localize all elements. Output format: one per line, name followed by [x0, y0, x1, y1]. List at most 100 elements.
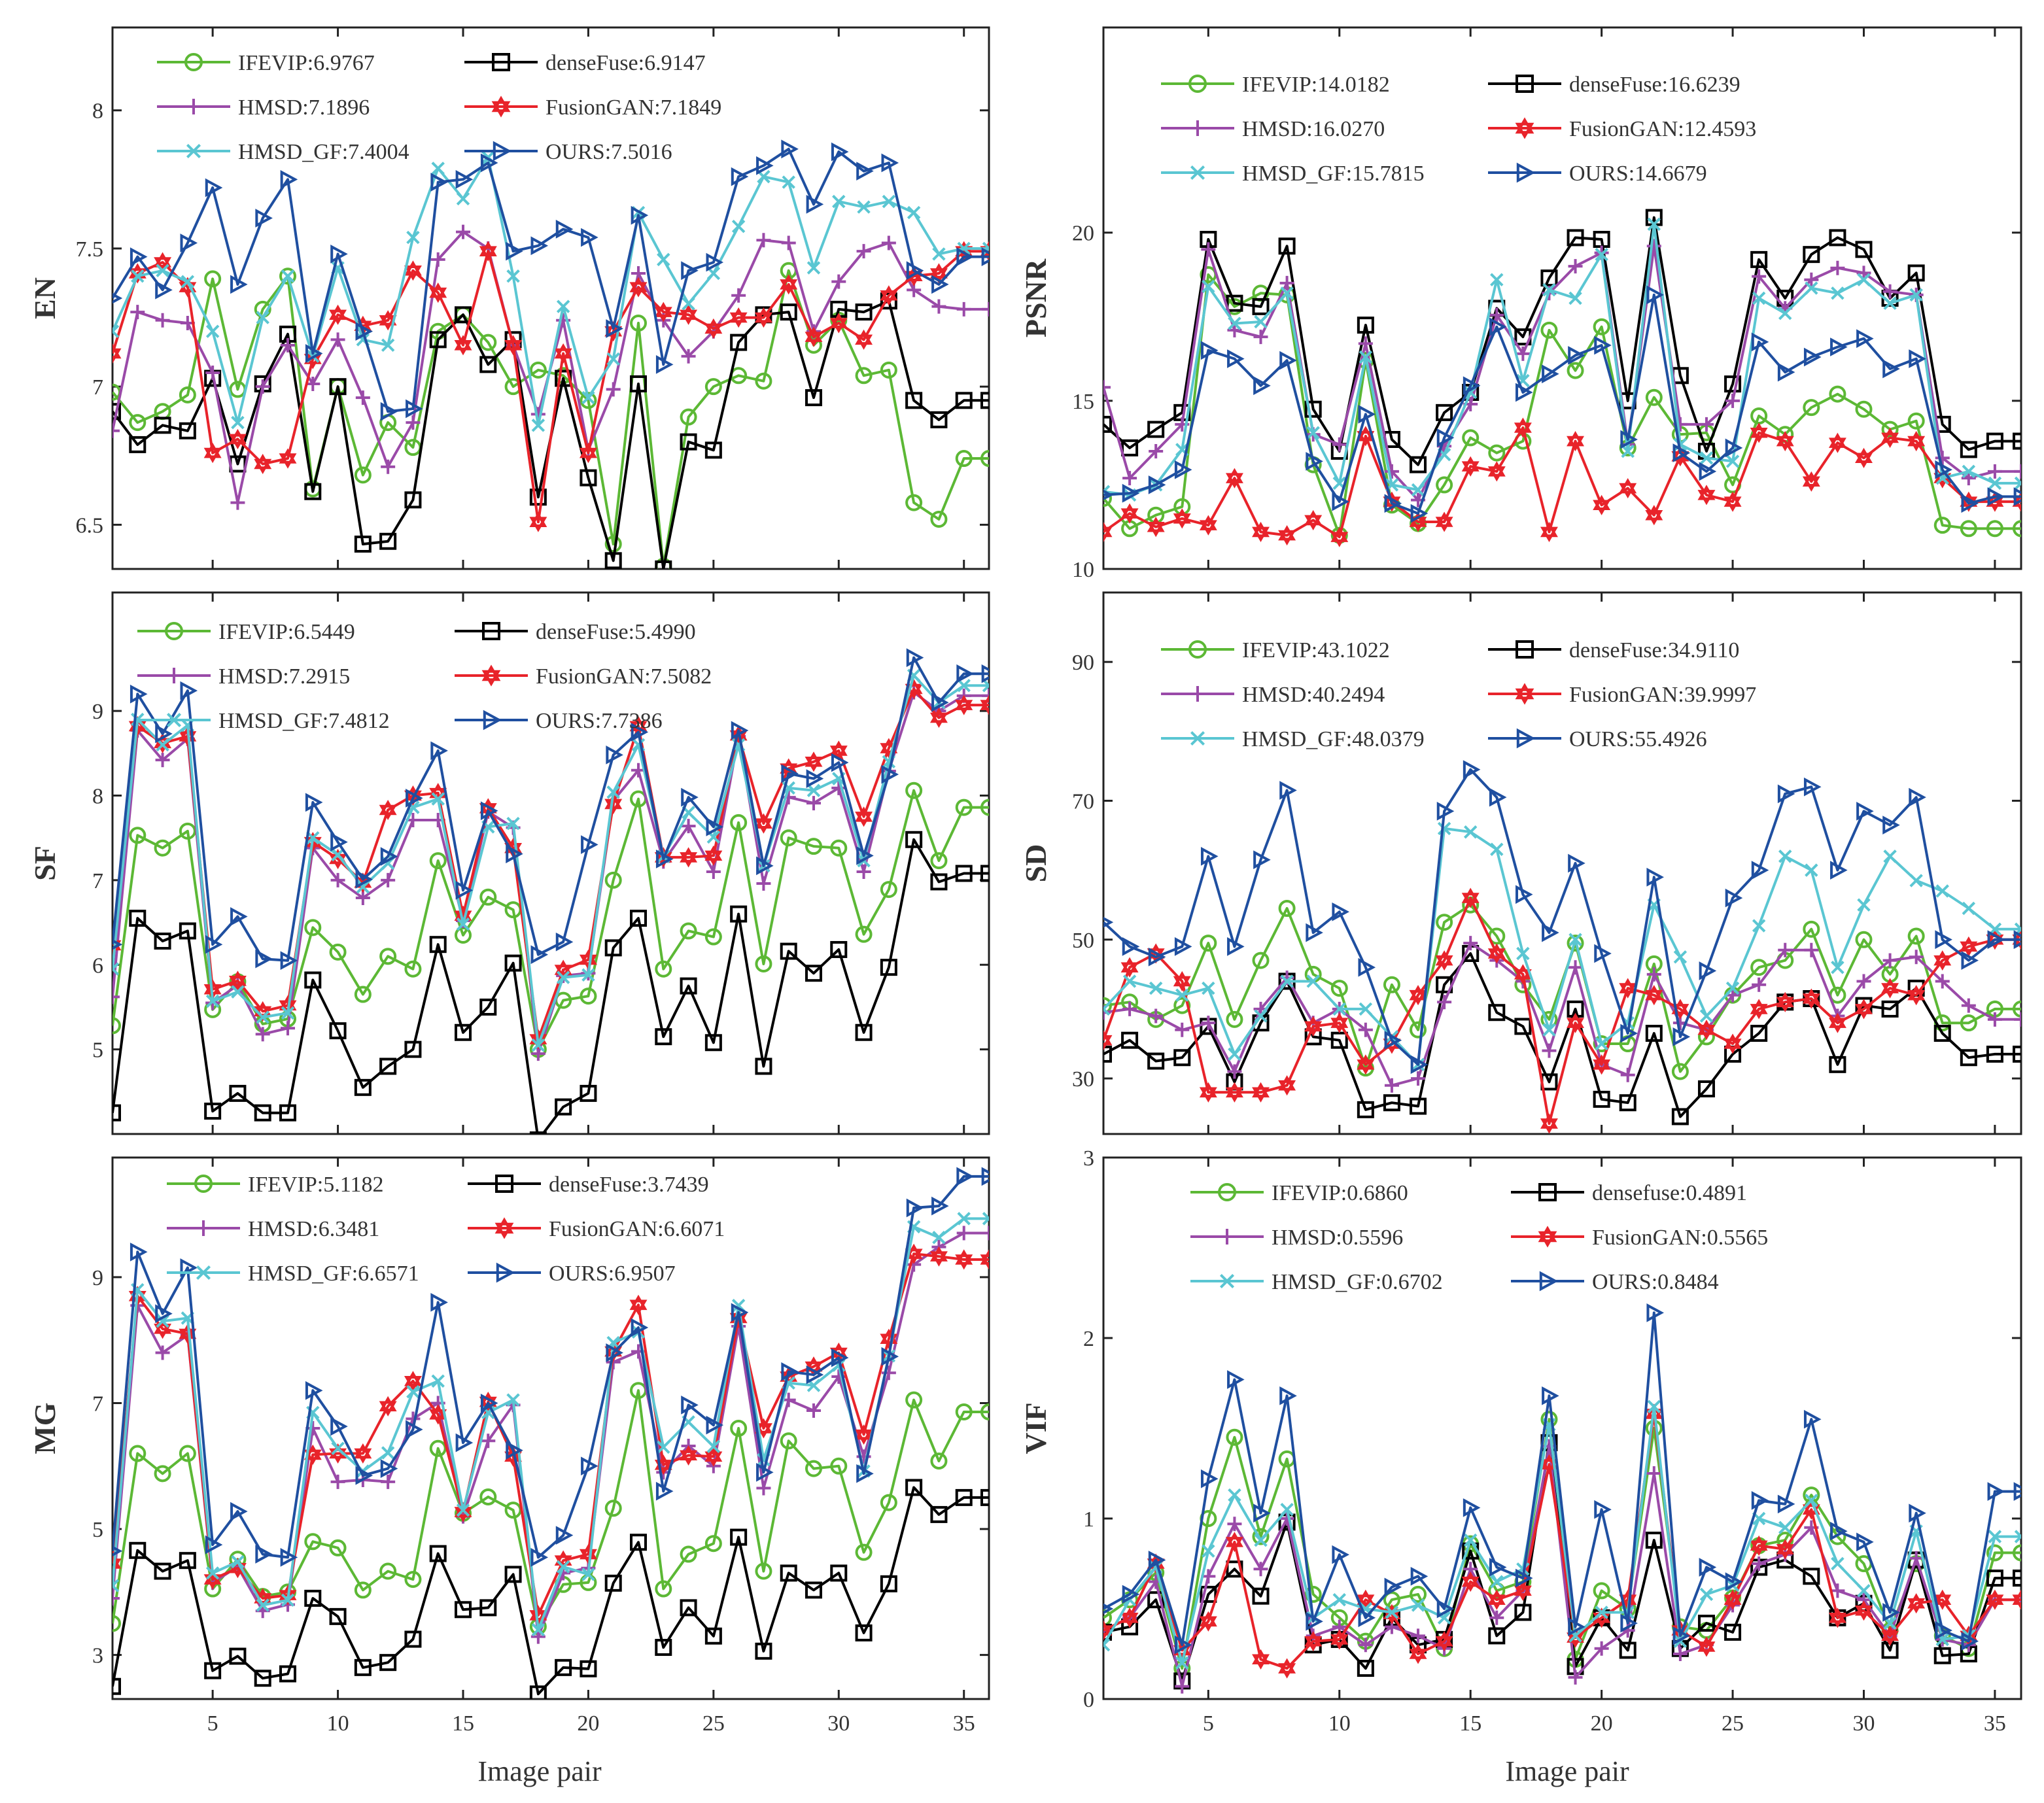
legend-item: FusionGAN:6.6071 — [468, 1217, 725, 1241]
data-point — [756, 1463, 774, 1482]
legend-marker — [184, 53, 203, 71]
data-point — [730, 1420, 748, 1437]
data-point — [1383, 976, 1400, 993]
data-point — [780, 829, 797, 847]
data-point — [1855, 999, 1873, 1020]
data-point — [1149, 444, 1164, 458]
legend-marker — [1219, 1229, 1235, 1245]
data-point — [680, 304, 698, 325]
data-point — [280, 951, 298, 970]
data-point — [580, 1084, 597, 1102]
data-point — [480, 1394, 498, 1413]
data-point — [231, 415, 245, 430]
data-point — [1567, 935, 1584, 952]
data-point — [1881, 1000, 1899, 1018]
data-point — [831, 780, 846, 795]
data-point — [1487, 943, 1506, 964]
data-point — [1699, 1587, 1714, 1602]
data-point — [1987, 464, 2002, 479]
data-point — [255, 949, 273, 969]
data-point — [731, 288, 746, 303]
legend-marker — [495, 1175, 513, 1193]
y-tick-label: 7.5 — [76, 237, 104, 262]
data-point — [855, 303, 873, 321]
data-point — [1200, 1469, 1219, 1488]
data-point — [330, 1474, 345, 1489]
data-point — [982, 241, 989, 256]
data-point — [1646, 867, 1665, 887]
data-point — [205, 178, 223, 197]
data-point — [1280, 286, 1294, 300]
x-tick-label: 30 — [1852, 1711, 1875, 1736]
data-point — [113, 1579, 120, 1592]
data-point — [1358, 1022, 1373, 1037]
data-point — [1777, 1494, 1795, 1514]
data-point — [1724, 375, 1742, 393]
data-point — [531, 1038, 546, 1052]
data-point — [1567, 229, 1584, 247]
data-point — [606, 382, 621, 397]
data-point — [1907, 985, 1926, 1006]
data-point — [404, 491, 422, 509]
data-point — [1252, 1528, 1270, 1545]
data-point — [506, 241, 523, 261]
data-point — [1254, 315, 1268, 329]
legend-marker — [1188, 640, 1207, 659]
data-point — [1593, 1054, 1611, 1075]
data-point — [1568, 346, 1585, 365]
data-point — [830, 940, 848, 958]
data-point — [780, 942, 797, 960]
data-point — [730, 814, 748, 831]
data-point — [529, 361, 547, 379]
data-point — [1857, 1584, 1871, 1598]
data-point — [1855, 447, 1873, 468]
data-point — [1856, 974, 1871, 989]
data-point — [1568, 1617, 1585, 1636]
legend-label: HMSD_GF:48.0379 — [1242, 727, 1425, 751]
data-point — [330, 1417, 348, 1436]
data-point — [1252, 521, 1270, 542]
data-point — [1909, 288, 1923, 302]
data-point — [780, 274, 798, 295]
data-point — [1103, 1603, 1114, 1615]
legend-marker — [1219, 1273, 1235, 1289]
data-point — [254, 1670, 271, 1687]
en-chart: 6.5 7 7.5 8 EN IFEVIP:6.9767 denseFuse:6.9147 H… — [28, 26, 990, 570]
data-point — [329, 1607, 347, 1625]
data-point — [630, 1534, 647, 1551]
data-point — [604, 1500, 622, 1517]
data-point — [1725, 438, 1743, 458]
data-point — [905, 831, 923, 848]
series-ours — [1103, 285, 2021, 523]
data-point — [755, 955, 772, 972]
data-point — [1227, 322, 1242, 337]
data-point — [881, 153, 899, 173]
data-point — [654, 301, 672, 322]
data-point — [805, 965, 822, 982]
data-point — [2014, 1530, 2021, 1543]
legend-marker — [165, 622, 183, 640]
data-point — [1619, 1094, 1637, 1112]
data-point — [1122, 974, 1137, 988]
data-point — [1122, 1001, 1137, 1016]
data-point — [529, 489, 547, 506]
data-point — [1540, 269, 1558, 287]
legend-label: OURS:7.7386 — [536, 709, 663, 733]
data-point — [1514, 1580, 1532, 1601]
data-point — [831, 274, 846, 289]
series-ours — [113, 1167, 989, 1567]
data-point — [855, 806, 873, 827]
data-point — [704, 928, 722, 946]
data-point — [581, 968, 595, 982]
data-point — [680, 433, 697, 451]
data-point — [1410, 1585, 1427, 1603]
data-point — [331, 1441, 345, 1456]
legend-item: IFEVIP:6.9767 — [157, 51, 375, 75]
data-point — [1332, 1592, 1346, 1607]
data-point — [657, 252, 670, 267]
data-point — [1254, 1009, 1268, 1023]
legend-marker — [186, 99, 201, 114]
data-point — [1828, 1607, 1846, 1628]
legend-marker — [1190, 730, 1205, 746]
data-point — [1516, 1568, 1533, 1588]
